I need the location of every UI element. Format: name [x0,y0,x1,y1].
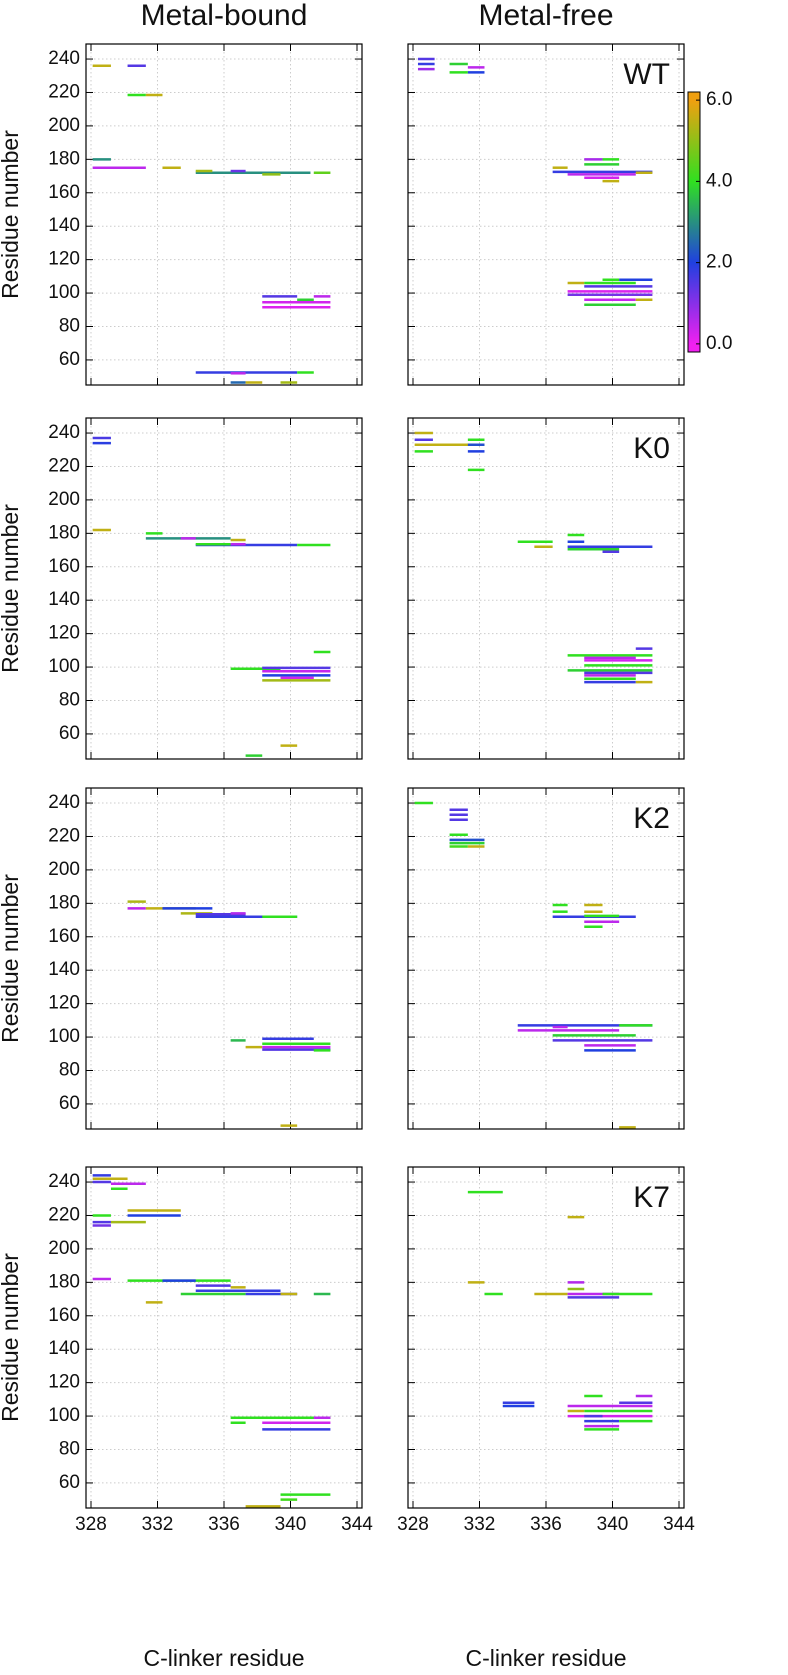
x-tick-label: 340 [597,1514,629,1535]
colorbar-tick-label: 4.0 [706,170,732,191]
y-tick-label: 80 [59,690,80,711]
y-tick-label: 220 [48,81,80,102]
plot-frame [407,1166,685,1509]
y-tick-label: 120 [48,249,80,270]
x-tick-label: 344 [663,1514,695,1535]
x-tick-label: 340 [275,1514,307,1535]
y-tick-label: 160 [48,182,80,203]
y-tick-label: 60 [59,1472,80,1493]
colorbar-tick-label: 0.0 [706,333,732,354]
x-tick-label: 328 [397,1514,429,1535]
y-tick-label: 100 [48,656,80,677]
y-tick-label: 160 [48,926,80,947]
plot-frame [85,417,363,760]
panel [407,43,685,386]
panel: 60 80 100 120 140 160 180 200 220 240 [48,787,363,1130]
y-tick-label: 220 [48,825,80,846]
y-tick-label: 160 [48,1305,80,1326]
y-tick-label: 200 [48,115,80,136]
y-tick-label: 180 [48,892,80,913]
colorbar-tick-label: 6.0 [706,89,732,110]
y-tick-label: 80 [59,1439,80,1460]
y-tick-label: 100 [48,1026,80,1047]
y-tick-label: 240 [48,792,80,813]
y-tick-label: 80 [59,316,80,337]
plot-frame [85,787,363,1130]
y-tick-label: 120 [48,1372,80,1393]
y-tick-label: 240 [48,48,80,69]
y-tick-label: 220 [48,1204,80,1225]
y-tick-label: 140 [48,589,80,610]
panel: 328 332 336 340 344 [397,1166,695,1535]
row-label: K0 [633,432,670,465]
y-axis-label: Residue number [0,504,23,673]
y-tick-label: 200 [48,1238,80,1259]
plot-frame [85,1166,363,1509]
y-tick-label: 160 [48,556,80,577]
y-tick-label: 180 [48,522,80,543]
x-axis-label: C-linker residue [465,1645,626,1671]
y-tick-label: 220 [48,455,80,476]
plot-frame [407,43,685,386]
column-title: Metal-free [478,0,613,32]
x-axis-label: C-linker residue [143,1645,304,1671]
y-tick-label: 200 [48,859,80,880]
panel: 60 80 100 120 140 160 180 200 220 240 [48,417,363,760]
y-axis-label: Residue number [0,130,23,299]
y-tick-label: 140 [48,959,80,980]
plot-frame [407,787,685,1130]
x-tick-label: 328 [75,1514,107,1535]
y-tick-label: 180 [48,148,80,169]
y-tick-label: 100 [48,282,80,303]
panel: 60 80 100 120 140 160 180 200 220 240 [48,43,363,386]
row-label: K7 [633,1181,670,1214]
y-tick-label: 120 [48,623,80,644]
colorbar [687,91,701,353]
plot-frame [407,417,685,760]
y-tick-label: 180 [48,1271,80,1292]
x-tick-label: 332 [142,1514,174,1535]
row-label: WT [623,58,670,91]
x-tick-label: 336 [530,1514,562,1535]
y-tick-label: 60 [59,723,80,744]
y-tick-label: 60 [59,349,80,370]
x-tick-label: 344 [341,1514,373,1535]
column-title: Metal-bound [141,0,308,32]
panel: 328 332 336 340 344 60 80 100 120 140 160 180 200 220… [48,1166,373,1535]
y-tick-label: 240 [48,1171,80,1192]
colorbar-tick-label: 2.0 [706,252,732,273]
y-axis-label: Residue number [0,874,23,1043]
y-tick-label: 80 [59,1060,80,1081]
y-tick-label: 240 [48,422,80,443]
y-tick-label: 100 [48,1405,80,1426]
plot-frame [85,43,363,386]
y-tick-label: 140 [48,215,80,236]
y-tick-label: 60 [59,1093,80,1114]
y-tick-label: 200 [48,489,80,510]
x-tick-label: 332 [464,1514,496,1535]
panel [407,417,685,760]
x-tick-label: 336 [208,1514,240,1535]
panel [407,787,685,1130]
y-tick-label: 140 [48,1338,80,1359]
y-axis-label: Residue number [0,1253,23,1422]
row-label: K2 [633,802,670,835]
y-tick-label: 120 [48,993,80,1014]
